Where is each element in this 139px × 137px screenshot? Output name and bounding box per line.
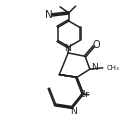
Text: CH₃: CH₃ [106,65,119,71]
Text: N: N [91,63,98,72]
Text: N: N [45,10,53,20]
Text: N: N [64,44,70,53]
Text: Br: Br [79,90,89,99]
Text: O: O [93,40,100,50]
Text: N: N [70,107,77,116]
